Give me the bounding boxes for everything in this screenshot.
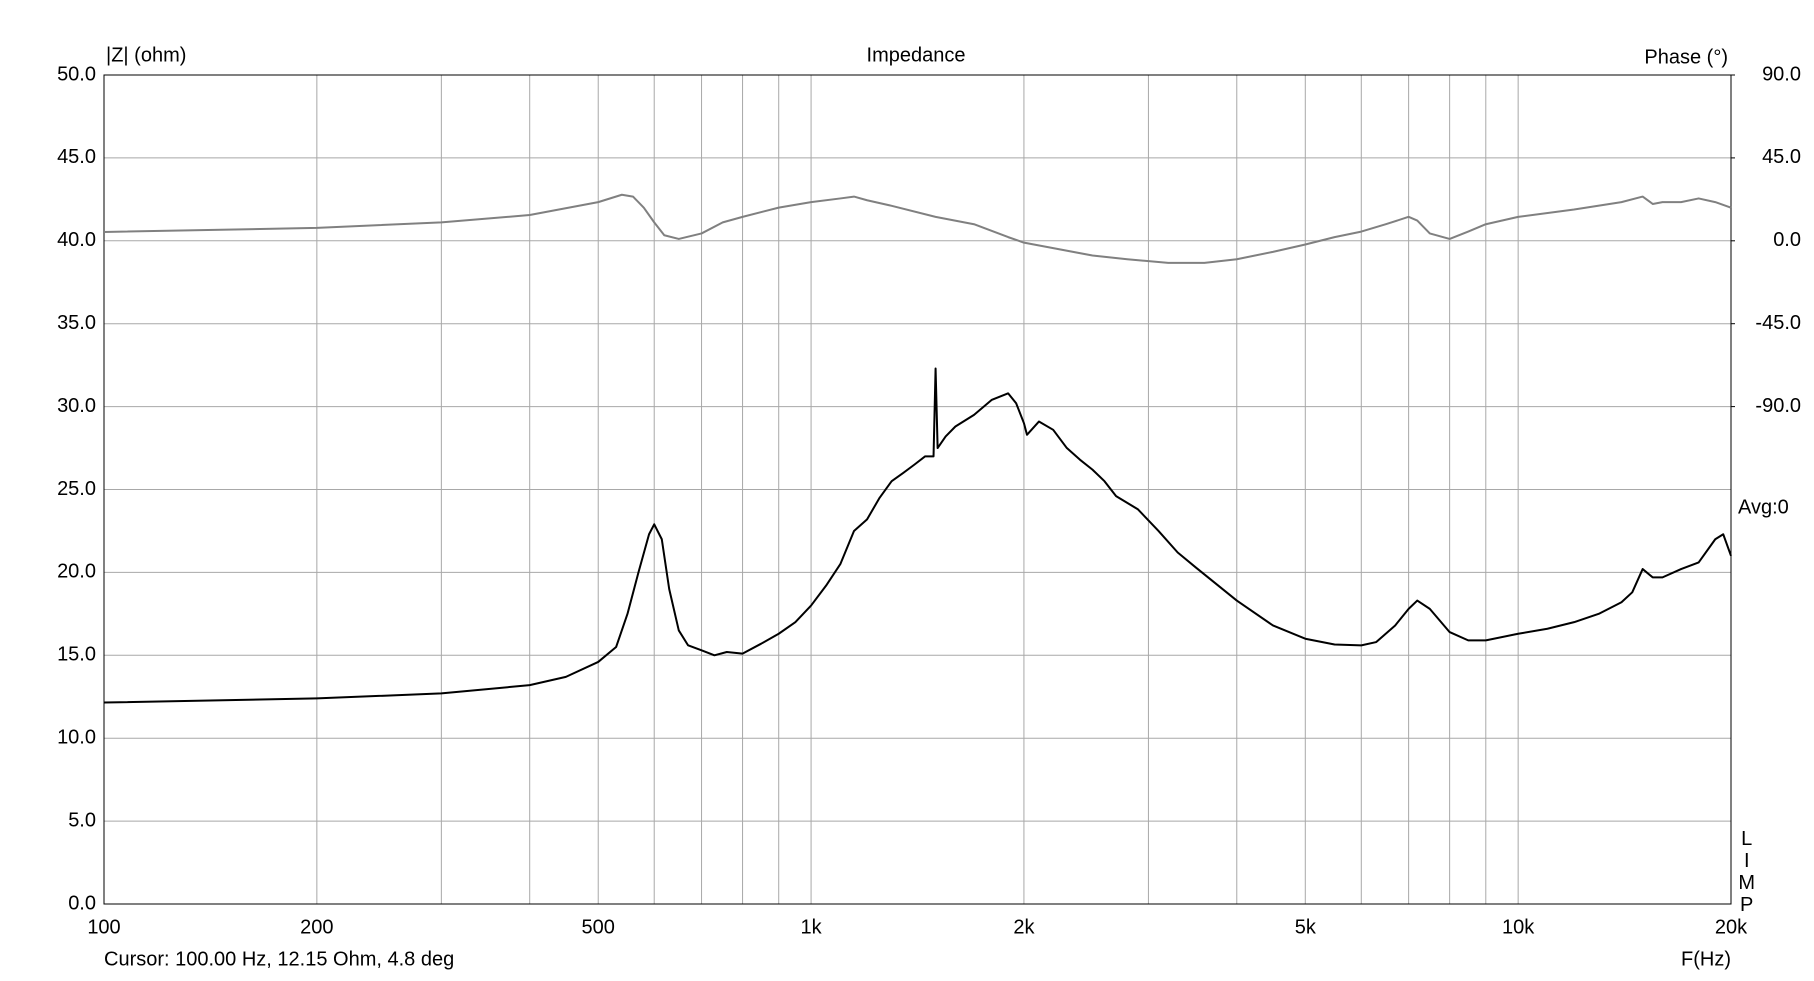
y2-axis-label: Phase (°) [1644, 46, 1728, 68]
series-line [103, 367, 1732, 704]
limp-label: LIMP [1736, 828, 1758, 916]
x-tick-label: 20k [1715, 916, 1748, 938]
chart-title: Impedance [867, 44, 966, 66]
x-tick-label: 1k [801, 916, 823, 938]
y-tick-label: 45.0 [57, 146, 96, 168]
y2-tick-label: 45.0 [1762, 146, 1801, 168]
y-tick-label: 50.0 [57, 63, 96, 85]
y2-tick-label: -45.0 [1755, 312, 1801, 334]
y2-tick-label: -90.0 [1755, 395, 1801, 417]
series-line [103, 193, 1732, 264]
y-tick-label: 20.0 [57, 561, 96, 583]
y-tick-label: 15.0 [57, 644, 96, 666]
y2-tick-label: 0.0 [1773, 229, 1801, 251]
x-tick-label: 2k [1013, 916, 1035, 938]
y-tick-label: 35.0 [57, 312, 96, 334]
plot-frame [103, 74, 1732, 905]
y-tick-label: 30.0 [57, 395, 96, 417]
y-tick-label: 25.0 [57, 478, 96, 500]
average-label: Avg:0 [1738, 496, 1789, 518]
y2-tick-label: 90.0 [1762, 63, 1801, 85]
y-tick-label: 40.0 [57, 229, 96, 251]
x-tick-label: 10k [1502, 916, 1535, 938]
x-axis-label: F(Hz) [1681, 948, 1731, 970]
y-tick-label: 10.0 [57, 726, 96, 748]
x-tick-label: 500 [582, 916, 615, 938]
x-tick-label: 5k [1295, 916, 1317, 938]
x-tick-label: 100 [87, 916, 120, 938]
y-tick-label: 5.0 [68, 809, 96, 831]
x-tick-label: 200 [300, 916, 333, 938]
y-tick-label: 0.0 [68, 892, 96, 914]
cursor-readout: Cursor: 100.00 Hz, 12.15 Ohm, 4.8 deg [104, 948, 454, 970]
y-axis-label: |Z| (ohm) [106, 44, 186, 66]
